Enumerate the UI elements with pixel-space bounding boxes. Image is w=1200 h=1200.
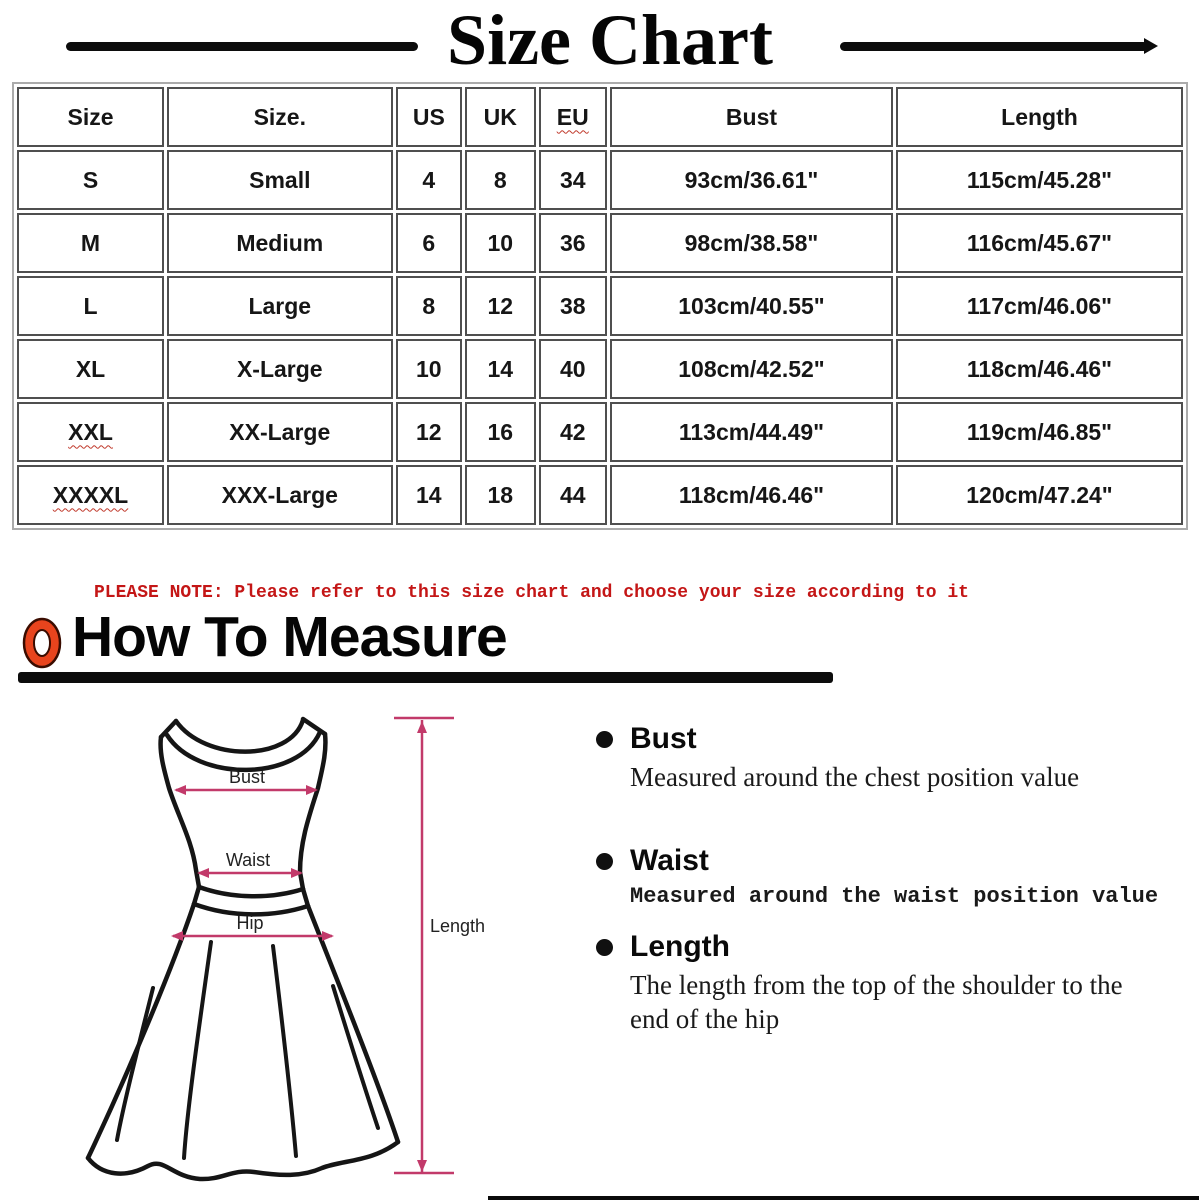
title-divider-left [66,42,418,51]
bottom-divider [488,1196,1199,1200]
dress-diagram: Bust Waist Hip Length [85,716,485,1182]
measure-item-length: Length The length from the top of the sh… [596,930,1176,1036]
length-arrow [394,716,454,1175]
col-header-uk: UK [465,87,536,147]
length-diagram-label: Length [430,916,485,936]
table-row-s: S Small 4 8 34 93cm/36.61" 115cm/45.28" [17,150,1183,210]
table-row-xl: XL X-Large 10 14 40 108cm/42.52" 118cm/4… [17,339,1183,399]
measure-desc: Measured around the waist position value [630,884,1159,909]
measure-term: Length [630,930,730,963]
col-header-size: Size [17,87,165,147]
col-header-size-name: Size. [167,87,393,147]
title-divider-arrow-tip [1144,38,1158,54]
measure-arrows [171,716,454,1175]
ring-icon [22,617,62,669]
col-header-us: US [395,87,463,147]
col-header-bust: Bust [609,87,893,147]
size-table: Size Size. US UK EU Bust Length S Small … [12,82,1188,530]
table-row-l: L Large 8 12 38 103cm/40.55" 117cm/46.06… [17,276,1183,336]
measure-term: Waist [630,844,709,877]
measure-item-waist: Waist Measured around the waist position… [596,844,1176,912]
bust-arrow [174,785,318,795]
table-row-m: M Medium 6 10 36 98cm/38.58" 116cm/45.67… [17,213,1183,273]
dress-outline [85,716,401,1182]
waist-diagram-label: Waist [226,850,270,870]
waist-arrow [197,868,303,878]
measure-term: Bust [630,722,697,755]
col-header-eu: EU [538,87,607,147]
table-row-xxxxl: XXXXL XXX-Large 14 18 44 118cm/46.46" 12… [17,465,1183,525]
how-to-measure-title: How To Measure [72,605,508,669]
title-divider-right [840,42,1148,51]
measure-item-bust: Bust Measured around the chest position … [596,722,1176,794]
measure-desc: The length from the top of the shoulder … [630,970,1123,1034]
bust-diagram-label: Bust [229,767,265,787]
diagram-labels: Bust Waist Hip Length [226,767,485,936]
table-row-xxl: XXL XX-Large 12 16 42 113cm/44.49" 119cm… [17,402,1183,462]
size-note: PLEASE NOTE: Please refer to this size c… [94,583,969,603]
hip-arrow [171,931,334,941]
hip-diagram-label: Hip [236,913,263,933]
bullet-icon [596,730,613,748]
measure-desc: Measured around the chest position value [630,762,1080,792]
bullet-icon [596,938,613,956]
heading-underline-bar [18,672,833,683]
table-header-row: Size Size. US UK EU Bust Length [17,87,1183,147]
page-title: Size Chart [447,0,773,80]
col-header-length: Length [895,87,1183,147]
bullet-icon [596,852,613,870]
